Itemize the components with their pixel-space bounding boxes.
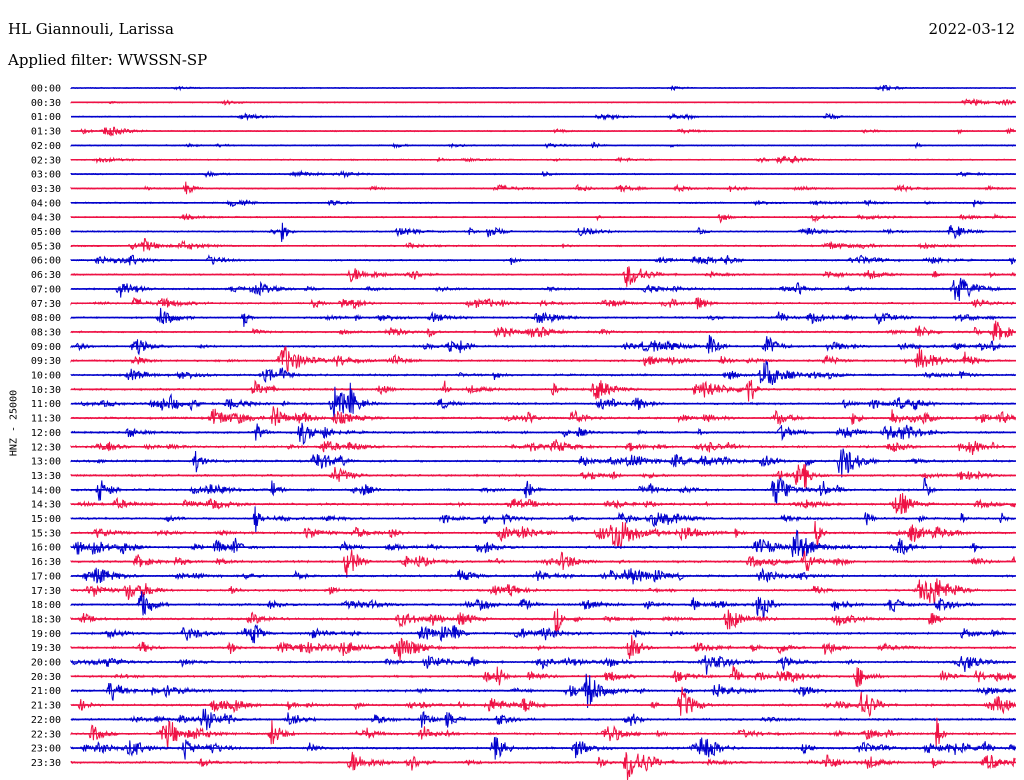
row-label: 17:30: [31, 586, 61, 597]
trace-row: [70, 448, 1016, 478]
trace-row: [70, 520, 1016, 550]
row-label: 01:30: [31, 127, 61, 138]
trace-row: [70, 212, 1016, 224]
row-label: 20:30: [31, 672, 61, 683]
trace-row: [70, 751, 1016, 780]
row-label: 16:00: [31, 543, 61, 554]
row-label: 04:00: [31, 198, 61, 209]
row-label: 01:00: [31, 112, 61, 123]
trace-row: [70, 655, 1016, 675]
row-label: 09:30: [31, 356, 61, 367]
trace-row: [70, 346, 1016, 372]
row-label: 02:30: [31, 155, 61, 166]
row-label: 23:00: [31, 744, 61, 755]
row-label: 12:30: [31, 442, 61, 453]
trace-row: [70, 549, 1016, 578]
row-label: 06:00: [31, 256, 61, 267]
row-label: 15:30: [31, 528, 61, 539]
trace-row: [70, 492, 1016, 515]
row-label: 07:30: [31, 299, 61, 310]
row-label: 14:00: [31, 485, 61, 496]
row-labels: 00:00 00:30 01:00 01:30 02:00 02:30 03:00 03:30…: [31, 84, 61, 769]
row-label: 00:00: [31, 84, 61, 95]
row-label: 22:00: [31, 715, 61, 726]
trace-row: [70, 266, 1016, 287]
trace-row: [70, 334, 1016, 356]
row-label: 10:30: [31, 385, 61, 396]
row-label: 18:00: [31, 600, 61, 611]
row-label: 15:00: [31, 514, 61, 525]
trace-row: [70, 686, 1016, 718]
row-label: 12:00: [31, 428, 61, 439]
row-label: 03:30: [31, 184, 61, 195]
trace-row: [70, 464, 1016, 489]
row-label: 00:30: [31, 98, 61, 109]
row-label: 19:00: [31, 629, 61, 640]
trace-row: [70, 529, 1016, 558]
trace-row: [70, 406, 1016, 426]
row-label: 10:00: [31, 371, 61, 382]
row-label: 11:00: [31, 399, 61, 410]
row-label: 17:00: [31, 571, 61, 582]
row-label: 21:30: [31, 701, 61, 712]
row-label: 11:30: [31, 414, 61, 425]
row-label: 08:00: [31, 313, 61, 324]
trace-row: [70, 360, 1016, 385]
row-label: 13:30: [31, 471, 61, 482]
row-label: 22:30: [31, 729, 61, 740]
filter-label: Applied filter: WWSSN-SP: [8, 51, 208, 69]
trace-row: [70, 379, 1016, 402]
row-label: 07:00: [31, 284, 61, 295]
row-label: 03:00: [31, 170, 61, 181]
traces: [70, 84, 1016, 780]
trace-row: [70, 477, 1016, 505]
trace-row: [70, 320, 1016, 341]
row-label: 18:30: [31, 614, 61, 625]
row-label: 19:30: [31, 643, 61, 654]
row-label: 04:30: [31, 213, 61, 224]
row-label: 16:30: [31, 557, 61, 568]
row-label: 20:00: [31, 658, 61, 669]
row-label: 23:30: [31, 758, 61, 769]
row-label: 02:00: [31, 141, 61, 152]
row-label: 09:00: [31, 342, 61, 353]
date-label: 2022-03-12: [928, 20, 1015, 38]
row-label: 13:00: [31, 457, 61, 468]
trace-row: [70, 222, 1016, 242]
row-label: 14:30: [31, 500, 61, 511]
row-label: 21:00: [31, 686, 61, 697]
station-title: HL Giannouli, Larissa: [8, 20, 174, 38]
row-label: 05:00: [31, 227, 61, 238]
trace-row: [70, 506, 1016, 533]
trace-row: [70, 624, 1016, 644]
trace-row: [70, 422, 1016, 446]
row-label: 08:30: [31, 327, 61, 338]
row-label: 05:30: [31, 241, 61, 252]
row-label: 06:30: [31, 270, 61, 281]
